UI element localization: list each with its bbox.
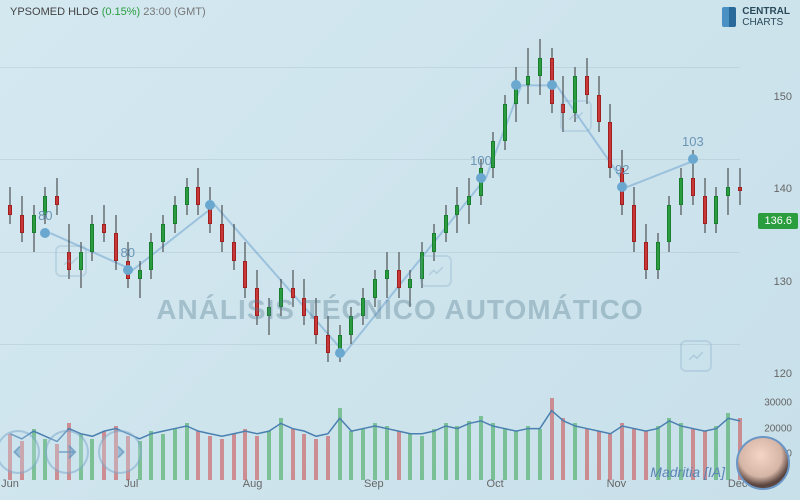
price-tick: 120 bbox=[774, 368, 792, 380]
indicator-label: 103 bbox=[682, 134, 704, 149]
indicator-label: 100 bbox=[470, 153, 492, 168]
indicator-point[interactable] bbox=[476, 173, 486, 183]
price-tick: 130 bbox=[774, 276, 792, 288]
indicator-line bbox=[10, 30, 750, 390]
price-tick: 140 bbox=[774, 183, 792, 195]
indicator-label: 92 bbox=[615, 162, 629, 177]
logo-text: CENTRAL CHARTS bbox=[742, 6, 790, 28]
watermark-icon bbox=[420, 255, 452, 287]
price-tick: 150 bbox=[774, 91, 792, 103]
indicator-point[interactable] bbox=[205, 200, 215, 210]
indicator-label: 80 bbox=[121, 245, 135, 260]
header-bar: YPSOMED HLDG (0.15%) 23:00 (GMT) bbox=[10, 6, 206, 18]
brand-logo: CENTRAL CHARTS bbox=[722, 6, 790, 28]
volume-tick: 30000 bbox=[764, 397, 792, 408]
indicator-point[interactable] bbox=[547, 80, 557, 90]
nav-arrow-button[interactable] bbox=[45, 430, 89, 474]
indicator-point[interactable] bbox=[511, 80, 521, 90]
timestamp: 23:00 (GMT) bbox=[143, 6, 205, 18]
indicator-point[interactable] bbox=[123, 265, 133, 275]
pct-change: (0.15%) bbox=[102, 6, 141, 18]
volume-tick: 20000 bbox=[764, 423, 792, 434]
indicator-label: 80 bbox=[38, 208, 52, 223]
indicator-point[interactable] bbox=[40, 228, 50, 238]
indicator-point[interactable] bbox=[688, 154, 698, 164]
indicator-point[interactable] bbox=[335, 348, 345, 358]
ticker-symbol: YPSOMED HLDG bbox=[10, 6, 99, 18]
assistant-name: Madritia [IA] bbox=[650, 464, 725, 480]
watermark-icon bbox=[680, 340, 712, 372]
time-axis: JunJulAugSepOctNovDec bbox=[0, 478, 740, 498]
watermark-icon bbox=[560, 100, 592, 132]
indicator-point[interactable] bbox=[617, 182, 627, 192]
watermark-icon bbox=[55, 245, 87, 277]
current-price-tag: 136.6 bbox=[758, 213, 798, 229]
watermark-title: ANÁLISIS TÉCNICO AUTOMÁTICO bbox=[156, 294, 643, 326]
assistant-avatar[interactable] bbox=[736, 436, 790, 490]
nav-arrow-button[interactable] bbox=[98, 430, 142, 474]
logo-icon bbox=[722, 7, 736, 27]
